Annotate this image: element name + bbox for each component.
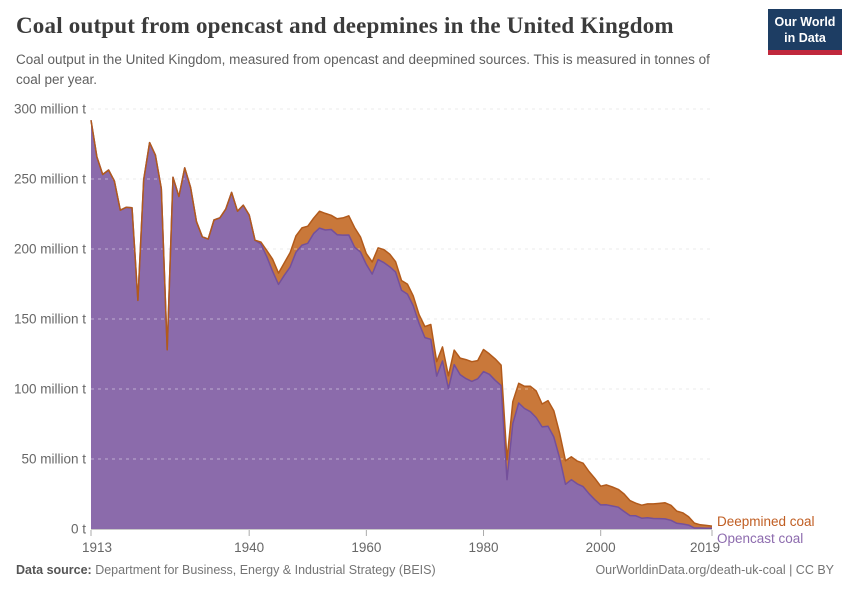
line-opencast-coal bbox=[90, 120, 713, 527]
y-tick-label: 250 million t bbox=[14, 172, 86, 187]
x-tick-label: 1940 bbox=[234, 540, 264, 555]
data-source-note: Data source: Department for Business, En… bbox=[16, 563, 436, 577]
owid-logo-line2: in Data bbox=[784, 31, 826, 45]
x-tick-label: 1960 bbox=[351, 540, 381, 555]
data-source-value: Department for Business, Energy & Indust… bbox=[91, 563, 436, 577]
owid-logo-line1: Our World bbox=[774, 15, 836, 29]
x-tick-label: 1913 bbox=[82, 540, 112, 555]
y-tick-label: 0 t bbox=[71, 522, 86, 537]
license-label: CC BY bbox=[795, 563, 834, 577]
y-tick-label: 300 million t bbox=[14, 102, 86, 117]
footer-separator: | bbox=[785, 563, 796, 577]
data-source-label: Data source: bbox=[16, 563, 92, 577]
y-tick-label: 200 million t bbox=[14, 242, 86, 257]
y-tick-label: 100 million t bbox=[14, 382, 86, 397]
area-deepmined-coal[interactable] bbox=[91, 120, 712, 529]
owid-url-link[interactable]: OurWorldinData.org/death-uk-coal bbox=[595, 563, 786, 577]
legend-item-deepmined[interactable]: Opencast coal bbox=[717, 531, 804, 546]
x-tick-label: 2019 bbox=[690, 540, 720, 555]
x-tick-label: 2000 bbox=[586, 540, 616, 555]
footer-right: OurWorldinData.org/death-uk-coal | CC BY bbox=[595, 563, 834, 577]
y-tick-label: 50 million t bbox=[21, 452, 86, 467]
chart-subtitle: Coal output in the United Kingdom, measu… bbox=[16, 52, 710, 87]
chart-footer: Data source: Department for Business, En… bbox=[16, 563, 834, 577]
page-title: Coal output from opencast and deepmines … bbox=[16, 13, 674, 38]
y-tick-label: 150 million t bbox=[14, 312, 86, 327]
legend-item-opencast[interactable]: Deepmined coal bbox=[717, 514, 815, 529]
owid-logo[interactable]: Our World in Data bbox=[768, 9, 842, 55]
x-tick-label: 1980 bbox=[468, 540, 498, 555]
